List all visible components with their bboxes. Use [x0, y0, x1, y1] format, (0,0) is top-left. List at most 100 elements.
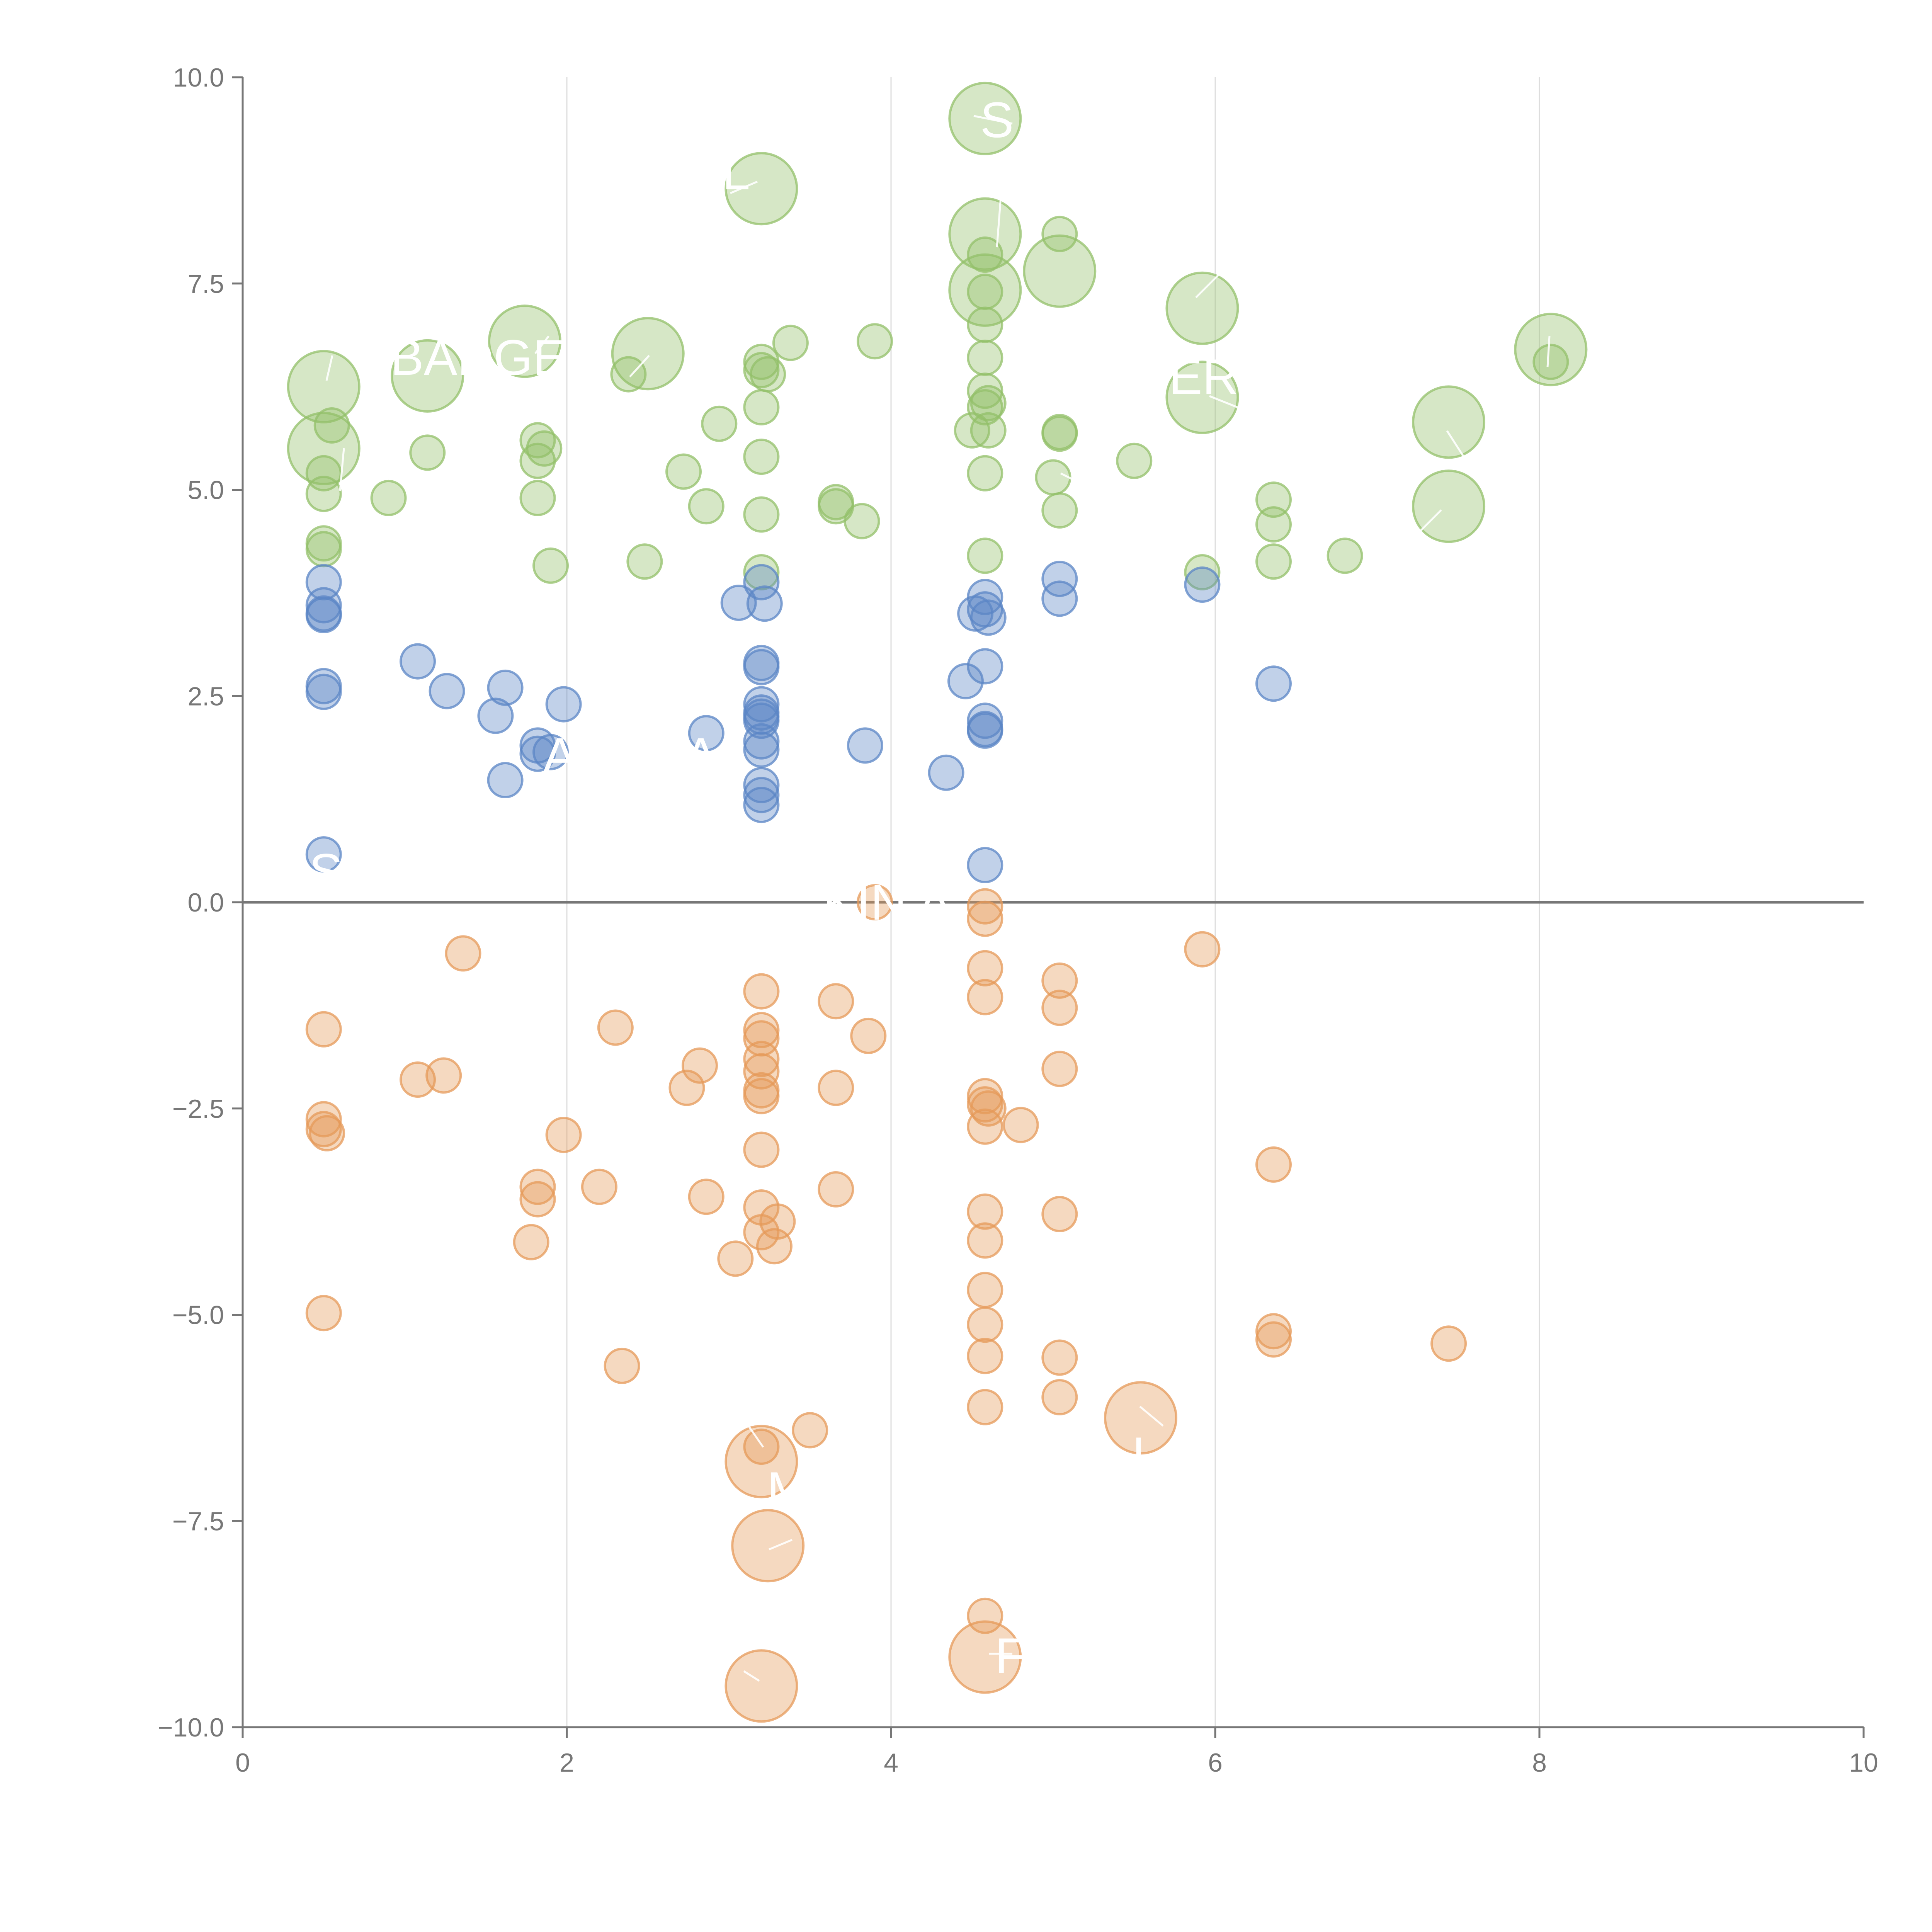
data-point [967, 900, 1003, 937]
y-tick-label: −7.5 [172, 1507, 224, 1536]
data-point [611, 317, 685, 391]
data-point [743, 731, 780, 768]
data-point [604, 1347, 640, 1384]
label-leader-line [1139, 1406, 1164, 1427]
data-point [1041, 492, 1078, 529]
label-leader-line [325, 355, 333, 381]
data-point [724, 1649, 798, 1723]
data-point [1002, 1107, 1039, 1143]
data-point [665, 453, 702, 490]
data-point [701, 405, 738, 442]
y-tick-label: 7.5 [187, 269, 224, 299]
data-point [967, 1597, 1003, 1634]
data-point [967, 537, 1003, 574]
data-point [743, 767, 780, 803]
data-point [967, 1222, 1003, 1259]
data-point [967, 274, 1003, 310]
label-leader-line [1209, 395, 1239, 409]
bubble-label: A [543, 727, 577, 784]
data-point [818, 1171, 854, 1208]
data-point [545, 686, 582, 723]
data-point [746, 585, 783, 622]
data-point [519, 1168, 556, 1205]
bubble-labels: S L BADGER ER A A S KIN A M L F [309, 92, 1551, 1684]
data-point [1023, 234, 1097, 308]
data-point [948, 1620, 1022, 1694]
data-point [519, 442, 556, 479]
data-point [581, 1168, 617, 1205]
data-point [743, 1012, 780, 1048]
data-point [743, 389, 780, 425]
data-point [1532, 344, 1569, 380]
data-point [724, 1425, 798, 1498]
data-point [545, 1117, 582, 1153]
data-point [1255, 481, 1292, 518]
data-point [967, 712, 1003, 749]
label-leader-line [745, 1421, 764, 1448]
data-point [425, 1057, 462, 1094]
data-point [970, 1090, 1007, 1127]
data-point [400, 643, 436, 680]
data-point [305, 587, 342, 624]
data-point [743, 1078, 780, 1114]
data-point [1184, 566, 1221, 603]
x-tick-label: 6 [1208, 1748, 1223, 1777]
x-tick-label: 2 [560, 1748, 574, 1777]
data-point [818, 983, 854, 1020]
data-point [1327, 537, 1363, 574]
label-leader-line [996, 197, 1002, 248]
x-tick-label: 8 [1532, 1748, 1547, 1777]
data-point [970, 412, 1007, 449]
data-point [967, 648, 1003, 685]
data-point [850, 1017, 887, 1054]
data-point [488, 304, 561, 378]
data-point [1041, 1196, 1078, 1233]
data-point [305, 673, 342, 710]
data-point [1184, 554, 1221, 590]
data-point [857, 884, 893, 920]
data-point [967, 1193, 1003, 1230]
data-point [305, 1101, 342, 1138]
bubble-label: L [1132, 1427, 1160, 1483]
data-point [792, 1412, 828, 1449]
data-point [967, 847, 1003, 883]
data-point [743, 1053, 780, 1090]
data-point [743, 787, 780, 823]
data-point [743, 496, 780, 533]
label-leader-line [1060, 472, 1077, 482]
data-point [818, 1070, 854, 1106]
data-point [948, 253, 1022, 327]
data-point [967, 455, 1003, 492]
data-point [756, 1228, 793, 1265]
data-point [287, 350, 361, 423]
label-leader-line [1546, 336, 1551, 367]
data-point [844, 503, 880, 539]
label-leader-line [743, 1670, 760, 1682]
data-point [957, 595, 994, 632]
data-point [1041, 1339, 1078, 1376]
label-leader-line [730, 180, 758, 194]
data-point [743, 649, 780, 685]
data-point [1041, 216, 1078, 252]
data-point [743, 1429, 780, 1465]
data-point [743, 777, 780, 813]
label-leader-line [1195, 270, 1224, 298]
data-point [513, 1224, 549, 1260]
data-point [597, 1009, 634, 1046]
data-point [947, 663, 984, 699]
data-point [305, 836, 342, 873]
data-point [743, 973, 780, 1010]
data-point [409, 434, 446, 471]
data-point [1255, 665, 1292, 702]
y-tick-label: 5.0 [187, 476, 224, 505]
label-leader-line [534, 335, 549, 354]
data-point [305, 476, 342, 512]
data-point [688, 1179, 724, 1215]
y-tick-label: 0.0 [187, 888, 224, 917]
data-point [1255, 1146, 1292, 1183]
data-point [743, 723, 780, 760]
data-point [967, 1272, 1003, 1308]
data-point [743, 1214, 780, 1250]
data-point [688, 488, 724, 525]
